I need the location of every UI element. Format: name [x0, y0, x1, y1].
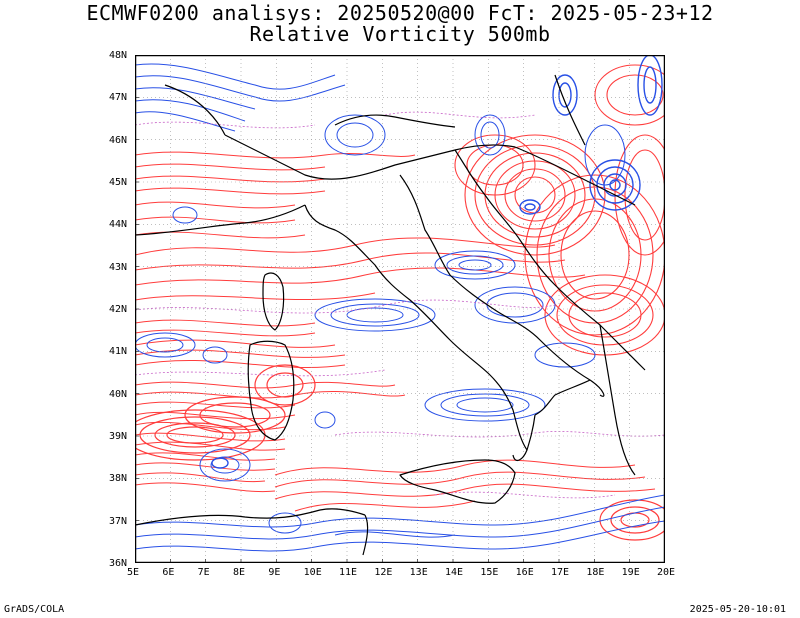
lat-tick-label: 38N — [109, 473, 128, 485]
lat-tick-label: 39N — [109, 431, 128, 442]
software-credit: GrADS/COLA — [4, 604, 65, 615]
lat-tick-label: 48N — [109, 50, 128, 61]
lon-tick-label: 20E — [657, 567, 676, 578]
lat-tick-label: 44N — [109, 219, 128, 231]
lon-tick-label: 5E — [127, 567, 140, 578]
lon-tick-label: 12E — [374, 567, 393, 578]
coastlines — [135, 74, 646, 556]
lon-tick-label: 8E — [233, 567, 246, 578]
lon-tick-label: 10E — [303, 567, 322, 578]
lon-tick-label: 6E — [162, 567, 175, 578]
lat-tick-label: 40N — [109, 388, 128, 400]
lon-tick-label: 9E — [268, 567, 281, 578]
map-title: ECMWF0200 analisys: 20250520@00 FcT: 202… — [86, 1, 714, 25]
map-subtitle: Relative Vorticity 500mb — [249, 22, 551, 46]
lon-tick-label: 15E — [480, 567, 499, 578]
lat-tick-label: 45N — [109, 177, 128, 188]
lon-tick-label: 7E — [197, 567, 210, 578]
lat-tick-label: 36N — [109, 558, 128, 569]
lat-tick-label: 37N — [109, 515, 128, 527]
lat-tick-label: 42N — [109, 304, 128, 315]
vorticity-contours — [135, 55, 665, 552]
generation-timestamp: 2025-05-20-10:01 — [689, 604, 786, 615]
lon-tick-label: 18E — [586, 567, 605, 578]
lat-tick-label: 47N — [109, 92, 128, 104]
lon-tick-label: 19E — [621, 567, 640, 578]
lon-tick-label: 13E — [409, 567, 428, 578]
lat-tick-label: 46N — [109, 134, 128, 146]
vorticity-map — [135, 55, 665, 563]
lat-tick-label: 43N — [109, 261, 128, 273]
lon-tick-label: 16E — [515, 567, 534, 578]
lon-tick-label: 14E — [445, 567, 464, 578]
lon-tick-label: 11E — [339, 567, 358, 578]
lat-tick-label: 41N — [109, 346, 128, 358]
lon-tick-label: 17E — [551, 567, 570, 578]
